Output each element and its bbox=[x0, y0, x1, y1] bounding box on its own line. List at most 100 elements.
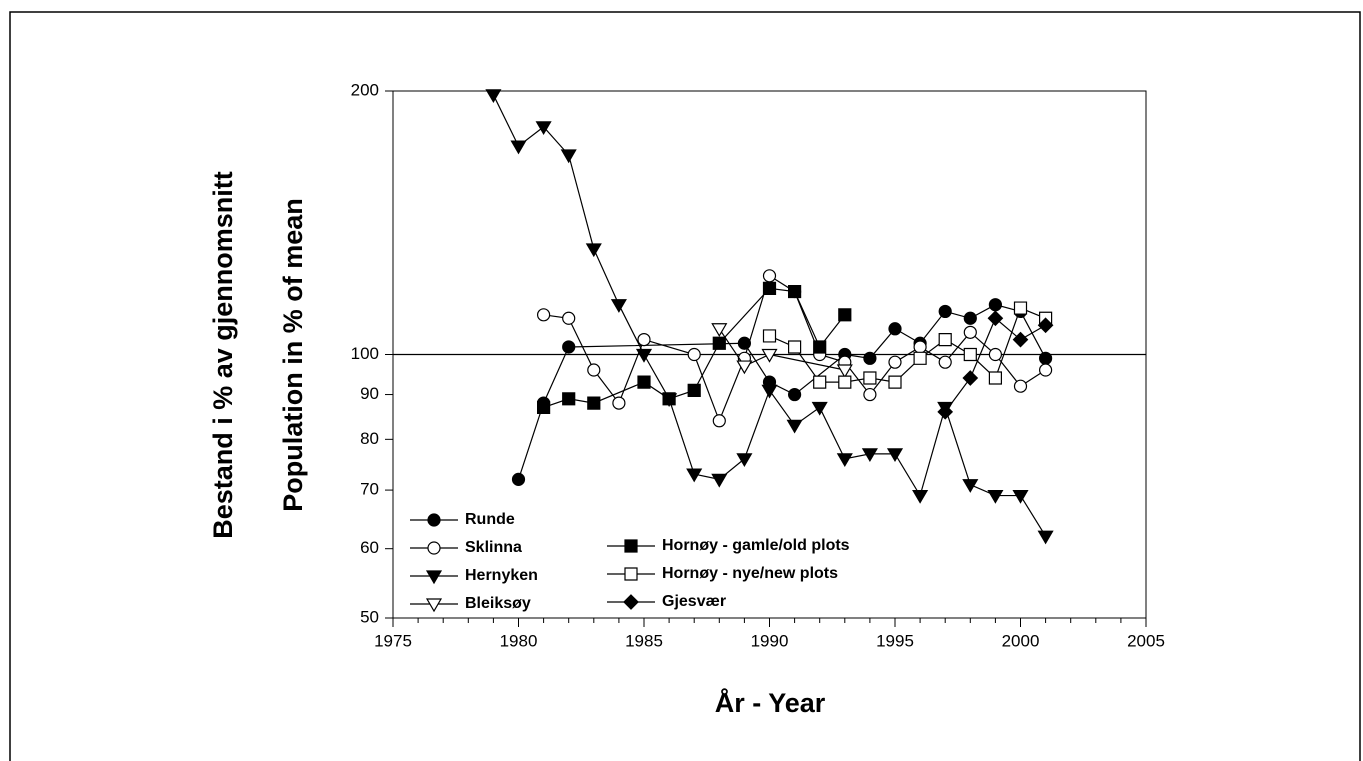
point bbox=[912, 489, 929, 504]
y-tick-label: 50 bbox=[360, 607, 379, 626]
x-tick-label: 1985 bbox=[625, 631, 663, 650]
point bbox=[888, 355, 902, 369]
point bbox=[761, 384, 778, 399]
point bbox=[635, 348, 653, 363]
x-tick-label: 1990 bbox=[751, 631, 789, 650]
y-tick-label: 100 bbox=[351, 344, 379, 363]
point bbox=[963, 325, 977, 339]
series-line bbox=[492, 94, 1047, 537]
point bbox=[988, 371, 1002, 385]
point bbox=[938, 304, 952, 319]
point bbox=[585, 243, 602, 258]
point bbox=[560, 149, 577, 164]
point bbox=[938, 355, 952, 369]
point bbox=[610, 299, 627, 313]
point bbox=[737, 336, 752, 350]
point bbox=[711, 473, 728, 488]
point bbox=[963, 347, 977, 362]
point bbox=[987, 489, 1004, 504]
point bbox=[562, 311, 576, 325]
legend-label: Hornøy - gamle/old plots bbox=[662, 537, 850, 554]
point bbox=[637, 332, 651, 347]
point bbox=[1037, 530, 1054, 545]
point bbox=[711, 323, 728, 337]
frame bbox=[9, 11, 1361, 761]
point bbox=[788, 284, 802, 299]
point bbox=[511, 472, 526, 486]
y-axis-label: Bestand i % av gjennomsnitt bbox=[208, 171, 238, 539]
point bbox=[1012, 331, 1029, 348]
point bbox=[813, 375, 827, 389]
y-axis-label: Population in % of mean bbox=[278, 198, 308, 512]
point bbox=[836, 364, 853, 379]
legend-marker bbox=[623, 594, 639, 610]
point bbox=[535, 121, 552, 136]
legend-marker bbox=[624, 539, 638, 553]
x-tick-label: 2000 bbox=[1002, 631, 1040, 650]
point bbox=[913, 340, 927, 354]
point bbox=[712, 336, 726, 350]
point bbox=[686, 468, 703, 483]
point bbox=[813, 340, 827, 354]
point bbox=[1038, 351, 1053, 365]
legend-marker bbox=[425, 570, 443, 585]
y-tick-label: 60 bbox=[360, 538, 379, 557]
point bbox=[988, 347, 1003, 362]
legend-label: Hornøy - nye/new plots bbox=[662, 565, 838, 582]
legend-marker bbox=[624, 567, 638, 581]
point bbox=[836, 453, 853, 468]
point bbox=[587, 363, 601, 377]
point bbox=[962, 370, 979, 386]
point bbox=[562, 340, 576, 354]
x-axis-label: År - Year bbox=[715, 687, 826, 718]
x-tick-label: 1980 bbox=[500, 631, 538, 650]
point bbox=[736, 360, 753, 375]
series-line bbox=[944, 317, 1046, 413]
point bbox=[787, 387, 802, 402]
point bbox=[863, 387, 877, 402]
legend-label: Bleiksøy bbox=[465, 595, 531, 612]
point bbox=[1013, 301, 1028, 315]
x-tick-label: 2005 bbox=[1127, 631, 1165, 650]
point bbox=[687, 383, 701, 397]
point bbox=[938, 332, 952, 347]
legend-label: Sklinna bbox=[465, 539, 522, 556]
point bbox=[937, 403, 954, 420]
point bbox=[838, 308, 852, 322]
point bbox=[788, 340, 802, 354]
point bbox=[485, 89, 502, 104]
legend-marker bbox=[425, 598, 443, 613]
point bbox=[988, 298, 1003, 312]
point bbox=[1013, 379, 1028, 393]
point bbox=[537, 400, 551, 415]
point bbox=[863, 351, 877, 365]
point bbox=[687, 347, 701, 362]
legend-label: Runde bbox=[465, 511, 515, 528]
x-tick-label: 1975 bbox=[374, 631, 412, 650]
legend-label: Gjesvær bbox=[662, 593, 726, 610]
point bbox=[762, 281, 777, 295]
point bbox=[1038, 363, 1053, 377]
point bbox=[736, 453, 753, 468]
point bbox=[863, 371, 877, 385]
point bbox=[712, 414, 726, 428]
point bbox=[888, 322, 902, 336]
legend-marker bbox=[427, 541, 441, 555]
point bbox=[811, 401, 828, 416]
point bbox=[861, 448, 878, 463]
point bbox=[886, 448, 904, 463]
point bbox=[536, 308, 551, 322]
point bbox=[562, 392, 576, 406]
point bbox=[963, 311, 977, 325]
point bbox=[1037, 317, 1054, 334]
x-tick-label: 1995 bbox=[876, 631, 914, 650]
point bbox=[762, 329, 777, 343]
point bbox=[786, 419, 803, 434]
point bbox=[612, 396, 626, 410]
legend-marker bbox=[427, 513, 441, 527]
point bbox=[761, 348, 778, 363]
legend: Runde Sklinna Hernyken Bleiksøy Hornøy - gam… bbox=[410, 511, 850, 612]
point bbox=[987, 310, 1004, 327]
